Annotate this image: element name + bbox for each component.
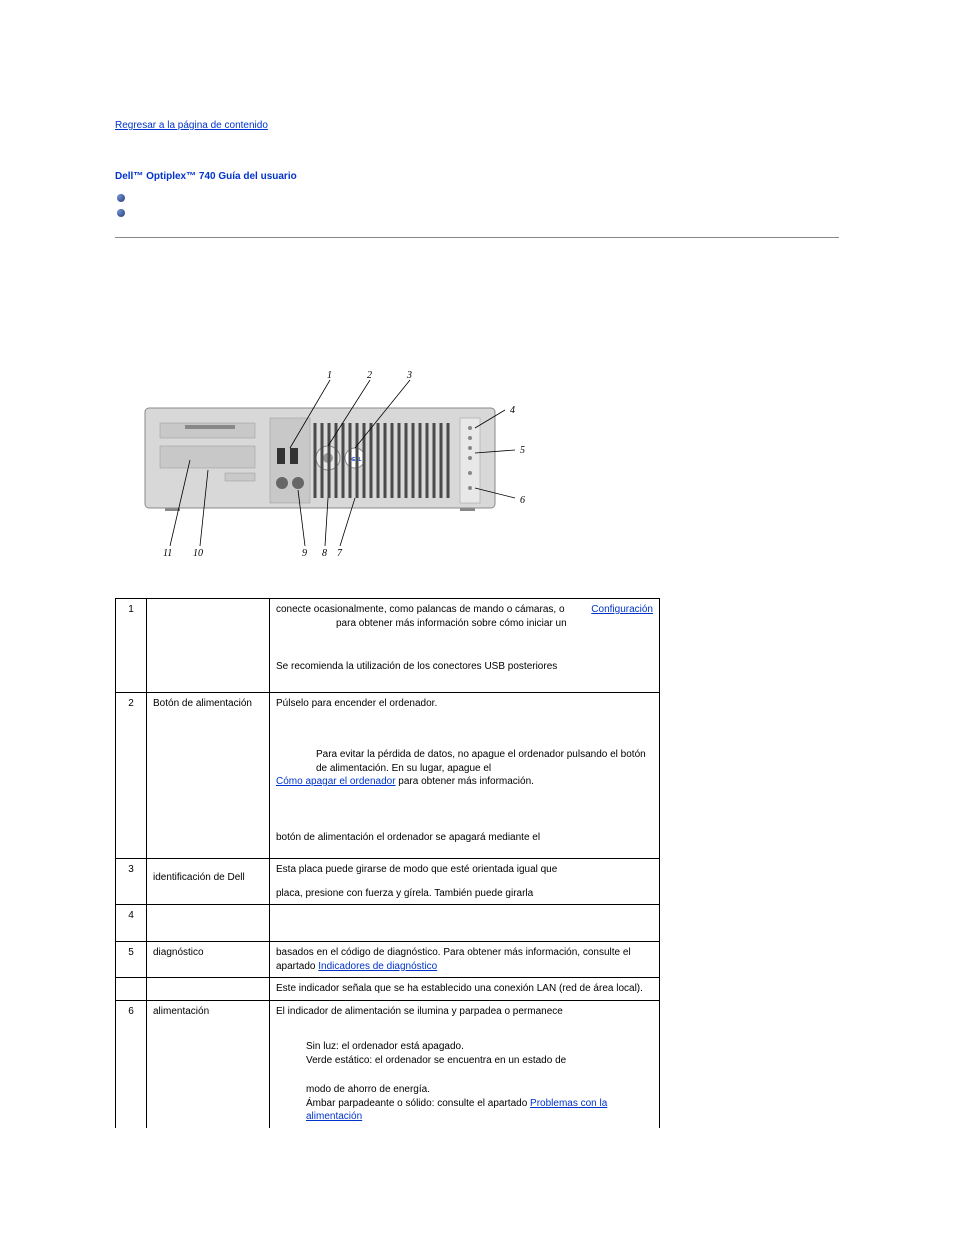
row-label: identificación de Dell: [147, 859, 270, 905]
svg-text:11: 11: [163, 548, 172, 558]
row-label: [147, 978, 270, 1001]
table-row: 1 conecte ocasionalmente, como palancas …: [116, 599, 660, 693]
row-desc: basados en el código de diagnóstico. Par…: [270, 942, 660, 978]
text: Se recomienda la utilización de los cone…: [276, 661, 557, 672]
bullet-list: [115, 192, 839, 219]
row-num: [116, 978, 147, 1001]
table-row: 3 identificación de Dell Esta placa pued…: [116, 859, 660, 905]
svg-text:9: 9: [302, 548, 307, 558]
back-link[interactable]: Regresar a la página de contenido: [115, 120, 268, 131]
svg-text:3: 3: [406, 370, 412, 381]
row-desc: conecte ocasionalmente, como palancas de…: [270, 599, 660, 693]
row-desc: Este indicador señala que se ha establec…: [270, 978, 660, 1001]
table-row: 4: [116, 905, 660, 942]
table-row: Este indicador señala que se ha establec…: [116, 978, 660, 1001]
divider: [115, 237, 839, 238]
text: para obtener más información.: [396, 776, 534, 787]
text: placa, presione con fuerza y gírela. Tam…: [276, 888, 533, 899]
svg-text:8: 8: [322, 548, 327, 558]
text: Para evitar la pérdida de datos, no apag…: [316, 749, 646, 774]
text: conecte ocasionalmente, como palancas de…: [276, 604, 565, 615]
row-desc: [270, 905, 660, 942]
svg-text:6: 6: [520, 495, 525, 506]
text: El indicador de alimentación se ilumina …: [276, 1006, 563, 1017]
row-num: 6: [116, 1000, 147, 1128]
row-num: 2: [116, 692, 147, 859]
text: modo de ahorro de energía.: [306, 1084, 430, 1095]
text: Esta placa puede girarse de modo que est…: [276, 864, 557, 875]
row-label: [147, 905, 270, 942]
table-row: 5 diagnóstico basados en el código de di…: [116, 942, 660, 978]
svg-text:4: 4: [510, 405, 515, 416]
row-num: 3: [116, 859, 147, 905]
text: Verde estático: el ordenador se encuentr…: [306, 1055, 566, 1066]
bullet-icon: [117, 209, 125, 217]
row-desc: El indicador de alimentación se ilumina …: [270, 1000, 660, 1128]
row-label: alimentación: [147, 1000, 270, 1128]
text: para obtener más información sobre cómo …: [336, 618, 567, 629]
text: Púlselo para encender el ordenador.: [276, 698, 437, 709]
row-desc: Púlselo para encender el ordenador. Para…: [270, 692, 660, 859]
row-label: diagnóstico: [147, 942, 270, 978]
svg-text:5: 5: [520, 445, 525, 456]
row-num: 1: [116, 599, 147, 693]
row-num: 5: [116, 942, 147, 978]
text: botón de alimentación el ordenador se ap…: [276, 832, 540, 843]
svg-text:10: 10: [193, 548, 203, 558]
row-num: 4: [116, 905, 147, 942]
row-label: [147, 599, 270, 693]
device-diagram: DELL: [130, 368, 535, 558]
svg-text:7: 7: [337, 548, 343, 558]
info-table: 1 conecte ocasionalmente, como palancas …: [115, 598, 660, 1128]
row-label: Botón de alimentación: [147, 692, 270, 859]
row-desc: Esta placa puede girarse de modo que est…: [270, 859, 660, 905]
diag-link[interactable]: Indicadores de diagnóstico: [318, 961, 437, 972]
bullet-icon: [117, 194, 125, 202]
shutdown-link[interactable]: Cómo apagar el ordenador: [276, 776, 396, 787]
text: Ámbar parpadeante o sólido: consulte el …: [306, 1098, 530, 1109]
table-row: 6 alimentación El indicador de alimentac…: [116, 1000, 660, 1128]
text: Sin luz: el ordenador está apagado.: [306, 1041, 464, 1052]
config-link[interactable]: Configuración: [591, 603, 653, 617]
svg-text:1: 1: [327, 370, 332, 381]
product-title: Dell™ Optiplex™ 740 Guía del usuario: [115, 171, 839, 182]
table-row: 2 Botón de alimentación Púlselo para enc…: [116, 692, 660, 859]
svg-text:2: 2: [367, 370, 372, 381]
